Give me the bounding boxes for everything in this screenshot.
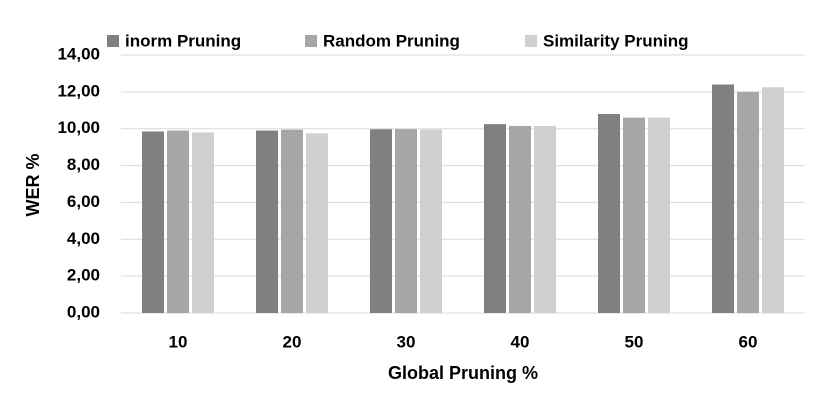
bar xyxy=(420,129,442,313)
y-tick-label: 8,00 xyxy=(67,155,100,174)
x-tick-label: 30 xyxy=(397,332,416,351)
y-tick-label: 0,00 xyxy=(67,302,100,321)
y-tick-label: 2,00 xyxy=(67,266,100,285)
bar xyxy=(484,124,506,313)
legend-label: Random Pruning xyxy=(323,31,460,50)
y-tick-label: 14,00 xyxy=(57,44,100,63)
x-tick-label: 10 xyxy=(169,332,188,351)
bar xyxy=(306,133,328,313)
y-tick-label: 10,00 xyxy=(57,118,100,137)
x-axis-title: Global Pruning % xyxy=(388,363,538,383)
y-tick-label: 6,00 xyxy=(67,192,100,211)
legend-swatch xyxy=(525,35,537,47)
bar xyxy=(534,125,556,313)
bar xyxy=(712,84,734,313)
x-tick-label: 60 xyxy=(739,332,758,351)
bar xyxy=(370,129,392,313)
bar xyxy=(395,129,417,313)
bar xyxy=(762,87,784,313)
bar xyxy=(281,129,303,313)
bar xyxy=(648,117,670,314)
bar xyxy=(737,91,759,313)
y-tick-label: 4,00 xyxy=(67,229,100,248)
bar xyxy=(192,132,214,313)
x-tick-label: 40 xyxy=(511,332,530,351)
bar xyxy=(167,130,189,313)
legend-label: Similarity Pruning xyxy=(543,31,688,50)
y-tick-label: 12,00 xyxy=(57,81,100,100)
bar xyxy=(509,125,531,313)
x-tick-label: 50 xyxy=(625,332,644,351)
bar xyxy=(623,117,645,314)
bar xyxy=(142,131,164,313)
legend-label: inorm Pruning xyxy=(125,31,241,50)
bar xyxy=(256,130,278,313)
legend-swatch xyxy=(107,35,119,47)
bar xyxy=(598,113,620,313)
legend-swatch xyxy=(305,35,317,47)
y-axis-title: WER % xyxy=(23,154,43,217)
x-tick-label: 20 xyxy=(283,332,302,351)
